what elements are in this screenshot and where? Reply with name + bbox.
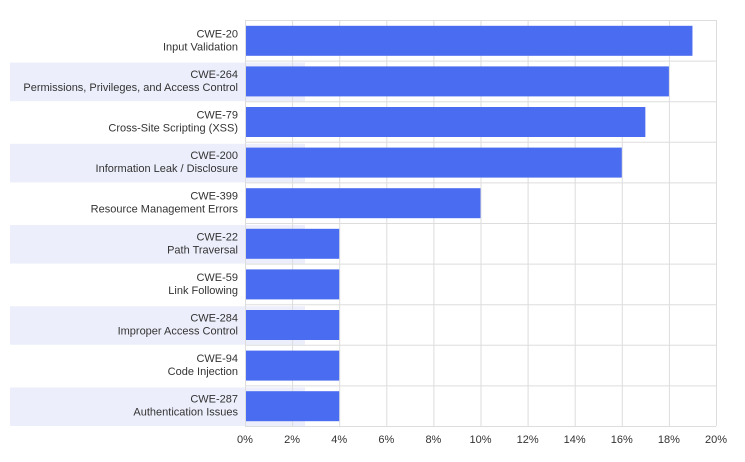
category-code-label: CWE-20 [196,28,238,40]
category-name-label: Link Following [168,285,238,297]
bar-cwe-59 [246,269,340,300]
category-code-label: CWE-284 [190,313,238,325]
x-tick-label: 2% [284,434,300,446]
category-code-label: CWE-287 [190,394,238,406]
x-tick-label: 18% [658,434,680,446]
category-code-label: CWE-59 [196,272,238,284]
category-name-label: Path Traversal [167,244,238,256]
x-tick-label: 16% [611,434,633,446]
category-code-label: CWE-200 [190,150,238,162]
x-axis-ticks: 0% 2% 4% 6% 8% 10% 12% 14% 16% 18% 20% [237,434,727,446]
bar-cwe-20 [246,25,693,56]
category-name-label: Cross-Site Scripting (XSS) [108,123,238,135]
bar-cwe-287 [246,391,340,422]
bar-cwe-264 [246,66,669,97]
category-name-label: Permissions, Privileges, and Access Cont… [23,82,238,94]
category-name-label: Input Validation [163,41,238,53]
category-code-label: CWE-264 [190,69,238,81]
x-tick-label: 12% [517,434,539,446]
category-code-label: CWE-399 [190,191,238,203]
bar-cwe-79 [246,107,646,137]
bars [246,25,693,422]
category-name-label: Improper Access Control [118,326,238,338]
x-tick-label: 10% [469,434,491,446]
category-code-label: CWE-94 [196,353,238,365]
category-name-label: Resource Management Errors [91,204,239,216]
bar-cwe-399 [246,188,481,219]
x-tick-label: 8% [425,434,441,446]
x-tick-label: 0% [237,434,253,446]
category-name-label: Information Leak / Disclosure [96,163,238,175]
x-tick-label: 4% [331,434,347,446]
x-tick-label: 14% [564,434,586,446]
bar-cwe-200 [246,147,622,178]
category-code-label: CWE-22 [196,231,238,243]
bar-cwe-284 [246,310,340,340]
category-name-label: Authentication Issues [133,407,238,419]
category-name-label: Code Injection [168,366,238,378]
x-tick-label: 6% [378,434,394,446]
x-tick-label: 20% [705,434,727,446]
bar-cwe-22 [246,228,340,259]
gridlines [245,20,717,427]
bar-cwe-94 [246,350,340,381]
category-code-label: CWE-79 [196,110,238,122]
